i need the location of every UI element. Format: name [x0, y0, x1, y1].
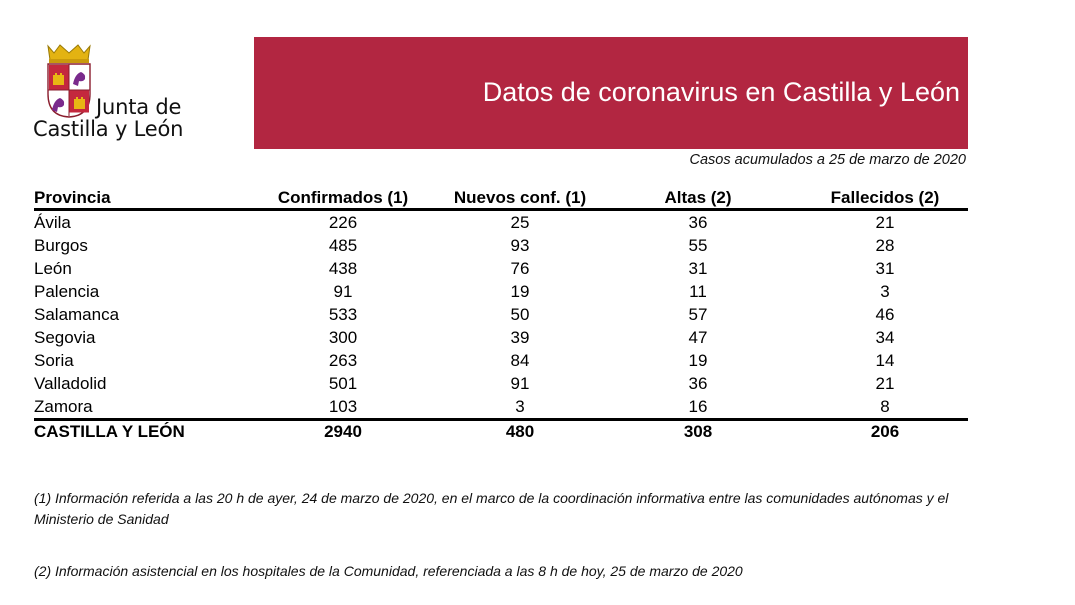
footnote-1: (1) Información referida a las 20 h de a…	[34, 490, 949, 527]
column-header-altas: Altas (2)	[594, 184, 802, 211]
cell-province: Burgos	[34, 236, 88, 255]
cell-province: Segovia	[34, 328, 96, 347]
cell-deceased: 14	[875, 351, 895, 370]
table-row: Valladolid 501 91 36 21	[34, 372, 968, 395]
cell-deceased: 31	[875, 259, 895, 278]
column-header-provincia: Provincia	[34, 184, 240, 211]
cell-deceased: 3	[880, 282, 890, 301]
total-discharged: 308	[594, 418, 802, 443]
institution-name: Junta de Castilla y León	[30, 96, 183, 140]
cell-province: Valladolid	[34, 374, 107, 393]
institution-name-line1: Junta de	[96, 95, 182, 119]
institution-name-line2: Castilla y León	[33, 117, 184, 141]
column-header-fallecidos: Fallecidos (2)	[802, 184, 968, 211]
table-row: Salamanca 533 50 57 46	[34, 303, 968, 326]
cell-province: Soria	[34, 351, 74, 370]
column-header-nuevos: Nuevos conf. (1)	[446, 184, 594, 211]
table-header-row: Provincia Confirmados (1) Nuevos conf. (…	[34, 184, 968, 211]
cell-deceased: 21	[875, 374, 895, 393]
total-confirmed: 2940	[240, 418, 446, 443]
cell-new: 39	[510, 328, 530, 347]
cell-confirmed: 103	[328, 397, 358, 416]
cell-new: 91	[510, 374, 530, 393]
table-row: León 438 76 31 31	[34, 257, 968, 280]
cell-discharged: 31	[688, 259, 708, 278]
cell-province: Zamora	[34, 397, 93, 416]
footnote-2: (2) Información asistencial en los hospi…	[34, 563, 743, 579]
report-date-subtitle: Casos acumulados a 25 de marzo de 2020	[689, 152, 966, 168]
cell-discharged: 19	[688, 351, 708, 370]
page-title: Datos de coronavirus en Castilla y León	[482, 77, 960, 107]
cases-table: Provincia Confirmados (1) Nuevos conf. (…	[34, 184, 968, 443]
cell-province: Salamanca	[34, 305, 120, 324]
cell-new: 93	[510, 236, 530, 255]
total-new: 480	[446, 418, 594, 443]
cell-discharged: 55	[688, 236, 708, 255]
cell-new: 84	[510, 351, 530, 370]
cell-confirmed: 438	[328, 259, 358, 278]
cell-new: 76	[510, 259, 530, 278]
cell-new: 3	[515, 397, 525, 416]
table-row: Soria 263 84 19 14	[34, 349, 968, 372]
cell-deceased: 8	[880, 397, 890, 416]
table-total-row: CASTILLA Y LEÓN 2940 480 308 206	[34, 418, 968, 443]
cell-province: León	[34, 259, 72, 278]
cell-province: Ávila	[34, 213, 71, 232]
total-deceased: 206	[802, 418, 968, 443]
cell-confirmed: 533	[328, 305, 358, 324]
table-row: Zamora 103 3 16 8	[34, 395, 968, 420]
cell-deceased: 21	[875, 213, 895, 232]
cell-confirmed: 300	[328, 328, 358, 347]
cell-discharged: 16	[688, 397, 708, 416]
column-header-confirmados: Confirmados (1)	[240, 184, 446, 211]
cell-confirmed: 91	[333, 282, 353, 301]
cell-discharged: 36	[688, 213, 708, 232]
table-row: Burgos 485 93 55 28	[34, 234, 968, 257]
logo: Junta de Castilla y León	[30, 44, 210, 148]
cell-new: 19	[510, 282, 530, 301]
cell-discharged: 36	[688, 374, 708, 393]
cell-deceased: 34	[875, 328, 895, 347]
table-row: Segovia 300 39 47 34	[34, 326, 968, 349]
cell-deceased: 28	[875, 236, 895, 255]
table-row: Palencia 91 19 11 3	[34, 280, 968, 303]
cell-discharged: 57	[688, 305, 708, 324]
cell-discharged: 11	[689, 282, 707, 301]
cell-new: 50	[510, 305, 530, 324]
cell-discharged: 47	[688, 328, 708, 347]
cell-province: Palencia	[34, 282, 100, 301]
cell-confirmed: 263	[328, 351, 358, 370]
title-banner: Datos de coronavirus en Castilla y León	[254, 37, 968, 149]
total-label: CASTILLA Y LEÓN	[34, 418, 240, 443]
cell-confirmed: 226	[328, 213, 358, 232]
cell-new: 25	[510, 213, 530, 232]
table-row: Ávila 226 25 36 21	[34, 210, 968, 235]
cell-deceased: 46	[875, 305, 895, 324]
cell-confirmed: 501	[328, 374, 358, 393]
coat-of-arms-icon	[47, 44, 91, 118]
cell-confirmed: 485	[328, 236, 358, 255]
